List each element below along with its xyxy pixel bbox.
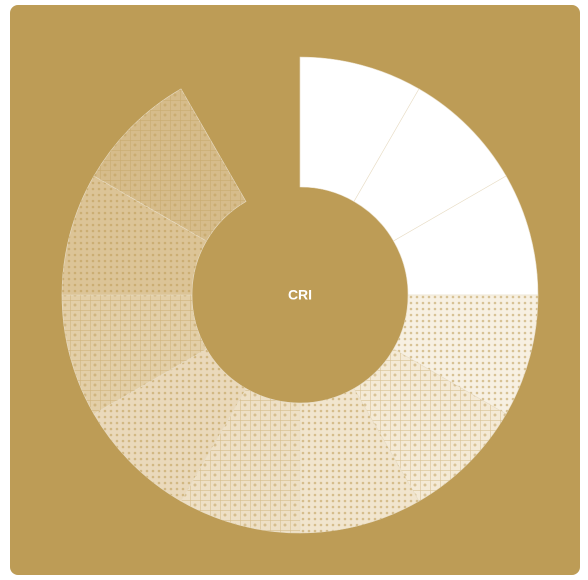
- center-label: CRI: [288, 287, 312, 303]
